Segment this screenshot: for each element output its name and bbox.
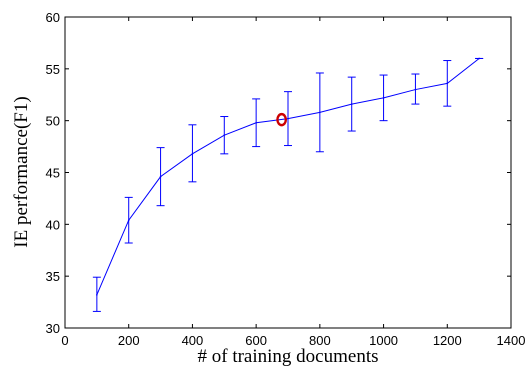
y-axis-ticks: 30 35 40 45 50 55 60 [46,10,511,336]
x-tick-label: 1400 [497,333,526,348]
x-tick-label: 1200 [433,333,462,348]
x-tick-label: 600 [245,333,267,348]
y-tick-label: 45 [46,166,60,181]
data-point [255,121,257,124]
x-tick-label: 200 [118,333,140,348]
x-axis-ticks: 0 200 400 600 800 1000 1200 1400 [61,17,525,348]
data-point [127,219,130,221]
y-tick-label: 60 [46,10,60,25]
plot-background [65,17,511,328]
y-tick-label: 35 [46,269,60,284]
data-point [319,111,321,114]
x-tick-label: 400 [182,333,204,348]
data-point [478,57,480,60]
x-tick-label: 800 [309,333,331,348]
data-point [350,103,353,105]
data-point [223,134,226,136]
data-point [159,175,162,178]
data-point [414,88,417,91]
y-tick-label: 55 [46,62,60,77]
annotation-layer [276,112,288,127]
y-tick-label: 40 [46,217,60,232]
x-tick-label: 0 [61,333,68,348]
data-point [96,294,98,296]
y-axis-title: IE performance(F1) [11,96,32,247]
data-point [382,97,385,99]
y-tick-label: 30 [46,321,60,336]
x-axis-title: # of training documents [198,346,379,367]
highlight-marker [276,112,288,127]
data-point [191,153,194,155]
data-point [446,82,449,85]
data-point [287,117,289,120]
x-tick-label: 1000 [369,333,398,348]
series-layer [92,57,484,312]
y-tick-label: 50 [46,114,60,129]
